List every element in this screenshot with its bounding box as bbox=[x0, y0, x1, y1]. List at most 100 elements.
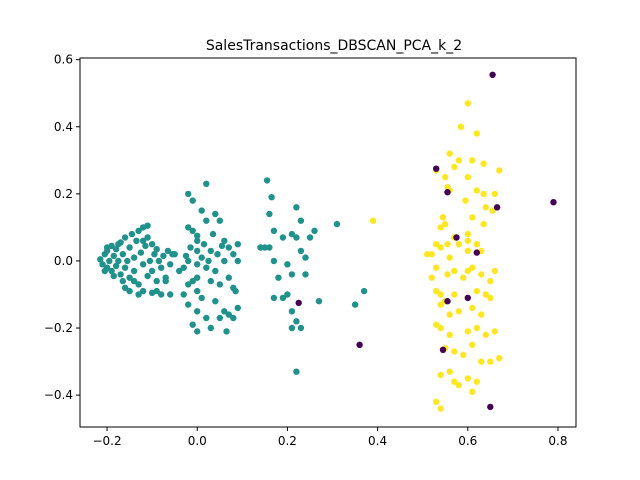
data-point-s0-111 bbox=[232, 287, 239, 295]
data-point-s1-21 bbox=[442, 220, 449, 228]
data-point-s0-54 bbox=[144, 222, 151, 229]
data-point-s0-93 bbox=[180, 264, 187, 271]
data-point-s0-104 bbox=[230, 314, 237, 322]
y-tick-label: −0.4 bbox=[44, 388, 73, 402]
data-point-s0-34 bbox=[148, 267, 156, 275]
data-point-s1-65 bbox=[451, 348, 458, 355]
data-point-s0-149 bbox=[333, 220, 341, 228]
data-point-s1-41 bbox=[478, 271, 485, 278]
data-point-s0-90 bbox=[194, 274, 201, 281]
data-point-s1-14 bbox=[462, 197, 469, 204]
data-point-s1-75 bbox=[473, 378, 480, 385]
data-point-s2-12 bbox=[295, 299, 302, 307]
data-point-s0-9 bbox=[112, 262, 120, 270]
data-point-s0-42 bbox=[164, 247, 172, 255]
data-point-s0-136 bbox=[293, 234, 300, 241]
data-point-s0-78 bbox=[185, 257, 192, 265]
data-point-s1-51 bbox=[487, 294, 494, 302]
data-point-s1-52 bbox=[433, 321, 440, 328]
data-point-s1-80 bbox=[369, 217, 377, 224]
plot-area-frame bbox=[79, 57, 577, 428]
data-point-s2-4 bbox=[444, 189, 451, 196]
data-point-s0-141 bbox=[302, 271, 309, 278]
data-point-s0-103 bbox=[225, 311, 232, 318]
x-tick-label: 0.2 bbox=[278, 434, 297, 448]
data-point-s0-94 bbox=[176, 267, 183, 275]
data-point-s0-114 bbox=[162, 277, 169, 285]
data-point-s0-137 bbox=[297, 247, 305, 255]
data-point-s1-44 bbox=[437, 291, 444, 298]
data-point-s0-148 bbox=[315, 298, 323, 305]
data-point-s0-8 bbox=[110, 252, 118, 260]
data-point-s1-56 bbox=[469, 304, 476, 312]
x-tick-label: −0.2 bbox=[92, 434, 121, 448]
data-point-s1-37 bbox=[451, 267, 458, 275]
data-point-s1-2 bbox=[473, 130, 480, 137]
data-point-s0-82 bbox=[221, 257, 228, 265]
data-point-s2-7 bbox=[444, 298, 451, 305]
data-point-s1-81 bbox=[424, 251, 431, 258]
data-point-s2-11 bbox=[356, 341, 363, 348]
data-point-s1-62 bbox=[482, 331, 489, 338]
data-point-s0-86 bbox=[225, 274, 232, 281]
data-point-s2-5 bbox=[453, 234, 460, 241]
data-point-s0-59 bbox=[110, 272, 118, 280]
data-point-s0-31 bbox=[144, 234, 151, 241]
data-point-s0-24 bbox=[135, 281, 142, 288]
data-point-s0-108 bbox=[207, 324, 214, 332]
x-tick-label: 0.8 bbox=[548, 434, 567, 448]
data-point-s0-27 bbox=[139, 261, 147, 268]
data-point-s0-30 bbox=[144, 272, 151, 280]
data-point-s0-23 bbox=[133, 237, 140, 244]
data-point-s1-76 bbox=[433, 398, 440, 405]
data-point-s1-72 bbox=[446, 368, 453, 375]
data-point-s0-67 bbox=[209, 230, 217, 238]
data-point-s1-23 bbox=[469, 214, 476, 221]
data-point-s1-7 bbox=[442, 173, 449, 181]
data-point-s0-50 bbox=[126, 287, 133, 295]
data-point-s0-75 bbox=[207, 247, 214, 255]
data-point-s1-40 bbox=[469, 264, 476, 271]
data-point-s0-0 bbox=[97, 256, 104, 263]
data-point-s2-9 bbox=[439, 346, 447, 353]
data-point-s1-22 bbox=[464, 230, 471, 238]
data-point-s1-19 bbox=[439, 214, 447, 221]
data-point-s1-4 bbox=[446, 150, 453, 157]
data-point-s1-3 bbox=[480, 160, 487, 167]
data-point-s0-49 bbox=[158, 291, 165, 298]
data-point-s0-84 bbox=[234, 241, 241, 248]
data-point-s1-68 bbox=[478, 358, 485, 365]
data-point-s1-29 bbox=[455, 241, 462, 248]
data-point-s1-16 bbox=[489, 207, 496, 214]
data-point-s0-131 bbox=[279, 294, 287, 302]
data-point-s0-128 bbox=[284, 261, 291, 268]
data-point-s0-105 bbox=[234, 304, 241, 312]
data-point-s1-17 bbox=[496, 167, 503, 174]
data-point-s0-79 bbox=[194, 261, 201, 268]
data-point-s0-151 bbox=[360, 287, 368, 295]
data-point-s0-45 bbox=[135, 291, 142, 298]
data-point-s1-69 bbox=[487, 358, 494, 365]
data-point-s1-15 bbox=[482, 204, 489, 211]
data-point-s0-80 bbox=[203, 264, 210, 271]
data-point-s0-85 bbox=[230, 251, 237, 258]
data-point-s0-43 bbox=[167, 261, 174, 268]
y-tick-label: 0.6 bbox=[54, 53, 73, 67]
x-axis: −0.2 0.0 0.2 0.4 0.6 0.8 bbox=[92, 427, 568, 448]
data-point-s1-83 bbox=[464, 237, 471, 244]
data-point-s0-21 bbox=[130, 254, 138, 261]
data-point-s0-20 bbox=[128, 230, 136, 238]
data-point-s0-60 bbox=[185, 190, 192, 198]
data-point-s0-17 bbox=[124, 257, 131, 265]
data-point-s0-66 bbox=[216, 217, 223, 224]
x-tick-label: 0.0 bbox=[188, 434, 207, 448]
data-point-s1-73 bbox=[455, 381, 462, 389]
data-point-s0-48 bbox=[153, 287, 160, 295]
data-point-s2-1 bbox=[493, 204, 501, 211]
data-point-s0-65 bbox=[212, 210, 219, 218]
data-point-s0-51 bbox=[119, 277, 127, 285]
data-point-s1-35 bbox=[433, 264, 440, 271]
data-point-s0-72 bbox=[194, 237, 201, 244]
data-point-s1-25 bbox=[433, 241, 440, 248]
data-point-s1-59 bbox=[446, 331, 453, 338]
